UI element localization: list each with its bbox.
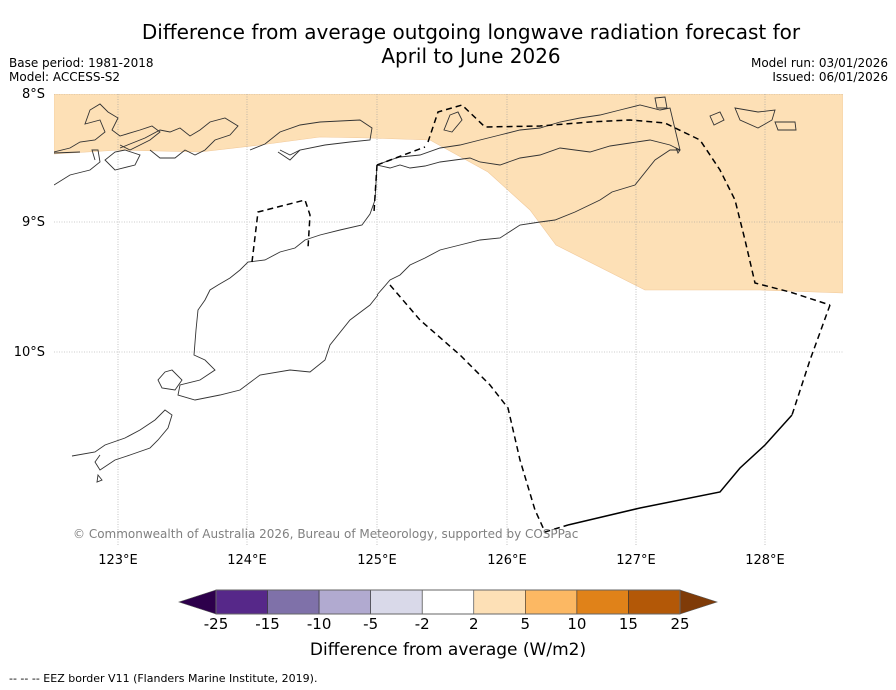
colorbar-tick-label: -10	[306, 615, 332, 633]
colorbar-label: Difference from average (W/m2)	[309, 640, 587, 660]
colorbar-segment	[525, 589, 578, 615]
colorbar-segment	[215, 589, 268, 615]
colorbar-tick-label: -15	[255, 615, 280, 633]
eez-border-oecusse	[251, 199, 311, 263]
colorbar-frame	[215, 589, 681, 615]
lon-label-126e: 126°E	[487, 553, 527, 568]
colorbar-tick-label: -2	[414, 615, 430, 633]
anomaly-region	[54, 94, 843, 294]
colorbar-tick-label: 10	[567, 615, 587, 633]
eez-border-east	[791, 304, 831, 416]
colorbar-tick-label: -25	[203, 615, 229, 633]
coastline-moa	[774, 121, 797, 131]
eez-border-solid	[567, 414, 793, 526]
lon-label-125e: 125°E	[357, 553, 397, 568]
colorbar-segment	[576, 589, 629, 615]
lat-label-10s: 10°S	[13, 345, 45, 360]
colorbar-segment	[318, 589, 371, 615]
coastline-timor-northcoast	[376, 139, 681, 169]
coastline-timor	[376, 104, 681, 296]
colorbar-segment	[473, 589, 526, 615]
lat-label-8s: 8°S	[21, 87, 45, 102]
lon-label-128e: 128°E	[745, 553, 785, 568]
issued-date: Issued: 06/01/2026	[772, 70, 888, 84]
coastline-island-tiny-1	[96, 473, 103, 483]
meta-left: Base period: 1981-2018 Model: ACCESS-S2	[9, 56, 154, 84]
colorbar-segment	[421, 589, 475, 615]
coastline-west-timor	[177, 164, 379, 401]
colorbar-under-arrow	[178, 589, 217, 615]
colorbar-tick-label: 5	[520, 615, 531, 633]
colorbar-segment	[267, 589, 320, 615]
coastline-flores-2	[119, 117, 239, 159]
coastline-island-south	[54, 149, 101, 186]
eez-borders	[251, 104, 831, 533]
lon-label-124e: 124°E	[227, 553, 267, 568]
copyright-notice: © Commonwealth of Australia 2026, Bureau…	[73, 527, 579, 541]
coastline-kisar	[654, 96, 668, 109]
lon-label-123e: 123°E	[98, 553, 138, 568]
coastline-island-small	[104, 149, 141, 171]
eez-border-west-vertical	[373, 164, 378, 213]
colorbar-segment	[628, 589, 681, 615]
coastline-semau	[157, 369, 183, 391]
eez-border-south	[389, 284, 569, 533]
coastline-atauro	[443, 111, 463, 133]
lat-label-9s: 9°S	[21, 215, 45, 230]
model-name: Model: ACCESS-S2	[9, 70, 121, 84]
coastline-leti	[734, 107, 776, 129]
model-run: Model run: 03/01/2026	[750, 56, 888, 70]
coastline-wetar	[277, 149, 301, 161]
coastline-timor-north	[54, 151, 81, 154]
title-line-2: April to June 2026	[381, 44, 561, 68]
colorbar-tick-label: 25	[670, 615, 690, 633]
coastline-jaco	[675, 147, 681, 154]
colorbar-over-arrow	[679, 589, 718, 615]
chart-title: Difference from average outgoing longwav…	[0, 20, 896, 68]
eez-footnote: -- -- -- EEZ border V11 (Flanders Marine…	[9, 672, 318, 685]
colorbar-tick-label: 15	[618, 615, 638, 633]
colorbar-tick-label: 2	[468, 615, 479, 633]
colorbar-tick-label: -5	[363, 615, 379, 633]
title-line-1: Difference from average outgoing longwav…	[141, 20, 801, 44]
coastline-island-small-2	[709, 111, 725, 126]
coastline-rote	[71, 409, 173, 471]
coastlines	[54, 96, 797, 483]
meta-right: Model run: 03/01/2026 Issued: 06/01/2026	[751, 56, 888, 84]
base-period: Base period: 1981-2018	[9, 56, 154, 70]
colorbar-segment	[370, 589, 423, 615]
eez-border-west	[376, 146, 426, 166]
coastline-flores	[54, 103, 161, 153]
lon-label-127e: 127°E	[616, 553, 656, 568]
colorbar	[178, 589, 718, 615]
